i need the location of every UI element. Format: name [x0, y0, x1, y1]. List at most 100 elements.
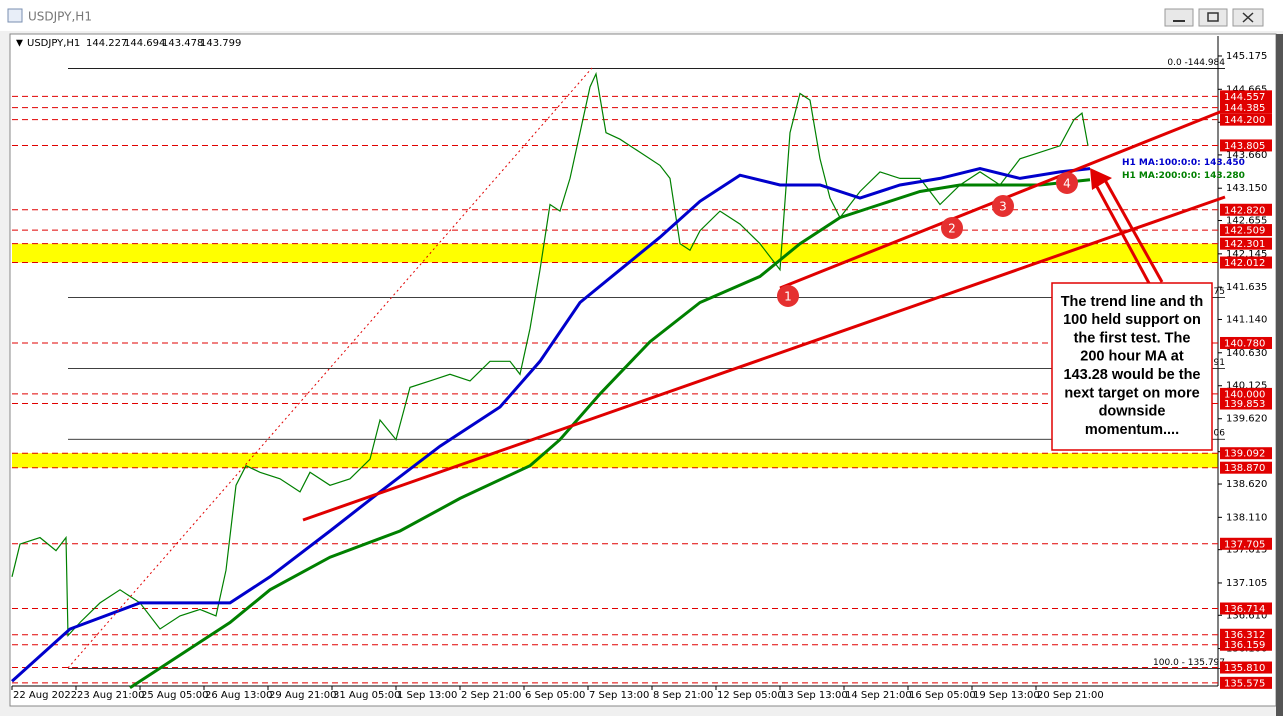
level-label: 142.509 [1224, 226, 1265, 237]
header-arrow: ▼ [16, 39, 23, 49]
fib-label: 75 [1214, 287, 1225, 297]
x-tick-label: 6 Sep 05:00 [525, 690, 585, 701]
x-tick-label: 12 Sep 05:00 [717, 690, 784, 701]
level-label: 139.853 [1224, 399, 1265, 410]
level-label: 142.012 [1224, 258, 1265, 269]
x-tick-label: 7 Sep 13:00 [589, 690, 649, 701]
window-title: USDJPY,H1 [28, 10, 92, 24]
level-label: 136.714 [1224, 604, 1265, 615]
level-label: 140.000 [1224, 389, 1265, 400]
restore-icon [1207, 12, 1219, 22]
annotation-box [1051, 282, 1213, 451]
y-tick-label: 137.615 [1226, 545, 1267, 556]
y-tick-label: 137.105 [1226, 578, 1267, 589]
level-label: 136.159 [1224, 640, 1265, 651]
marker-circle [1056, 172, 1078, 194]
level-label-bg [1220, 537, 1272, 550]
level-label-bg [1220, 661, 1272, 674]
arrow-head [1090, 168, 1112, 190]
level-label: 142.301 [1224, 239, 1265, 250]
level-label-bg [1220, 237, 1272, 250]
scrollbar [1276, 34, 1283, 716]
level-label: 143.805 [1224, 141, 1265, 152]
level-label-bg [1220, 676, 1272, 689]
price-line [11, 71, 1089, 638]
y-tick-label: 141.635 [1226, 282, 1267, 293]
level-label: 140.780 [1224, 338, 1265, 349]
marker-circle [777, 285, 799, 307]
marker: 1 2 3 4 [777, 172, 1078, 307]
x-tick-label: 1 Sep 13:00 [397, 690, 457, 701]
fib-label: 100.0 - 135.797 [1153, 658, 1225, 668]
fib-label: 91 [1214, 358, 1225, 368]
support-zone [12, 453, 1218, 468]
y-tick-label: 140.630 [1226, 348, 1267, 359]
trend-line [302, 195, 1226, 522]
level-label: 135.810 [1224, 663, 1265, 674]
marker-circle [941, 217, 963, 239]
level-label-bg [1220, 602, 1272, 615]
y-tick-label: 144.665 [1226, 84, 1267, 95]
level-label-bg [1220, 461, 1272, 474]
annotation-line: downside [1099, 404, 1166, 420]
annotation: The trend line and th 100 held support on… [1061, 294, 1204, 438]
level-label-bg [1220, 101, 1272, 114]
x-tick-label: 29 Aug 21:00 [269, 690, 336, 701]
marker-circle [992, 195, 1014, 217]
level-label: 138.870 [1224, 463, 1265, 474]
level-label: 137.705 [1224, 539, 1265, 550]
minimize-button[interactable] [1164, 8, 1194, 27]
marker-label: 3 [999, 200, 1007, 214]
ma-line [129, 178, 1091, 690]
x-tick-label: 16 Sep 05:00 [909, 690, 976, 701]
arrow-line [1103, 179, 1164, 283]
plot: 145.175144.665144.160143.660143.150142.6… [10, 36, 1272, 701]
y-tick-label: 142.145 [1226, 249, 1267, 260]
ohlc-value: 144.694 [124, 38, 165, 49]
marker-label: 1 [784, 290, 792, 304]
y-tick-label: 139.620 [1226, 414, 1267, 425]
x-tick-label: 8 Sep 21:00 [653, 690, 713, 701]
y-tick-label: 143.150 [1226, 183, 1267, 194]
fib-label: 06 [1214, 429, 1226, 439]
x-tick-label: 13 Sep 13:00 [781, 690, 848, 701]
annotation-line: 100 held support on [1063, 312, 1201, 328]
level-label: 139.092 [1224, 449, 1265, 460]
level-label: 135.575 [1224, 678, 1265, 689]
fib-label: 0.0 -144.984 [1167, 58, 1225, 68]
level-label-bg [1220, 90, 1272, 103]
annotation-line: momentum.... [1085, 422, 1179, 438]
restore-button[interactable] [1198, 8, 1228, 27]
y-tick-label: 138.110 [1226, 512, 1267, 523]
x-tick-label: 20 Sep 21:00 [1037, 690, 1104, 701]
x-tick-label: 2 Sep 21:00 [461, 690, 521, 701]
marker-label: 4 [1063, 177, 1071, 191]
level-label-bg [1220, 387, 1272, 400]
ma-label: H1 MA:100:0:0: 143.450 [1122, 158, 1245, 168]
y-tick-label: 140.125 [1226, 381, 1267, 392]
x-tick-label: 14 Sep 21:00 [845, 690, 912, 701]
level-label: 144.385 [1224, 103, 1265, 114]
level-label-bg [1220, 256, 1272, 269]
level-label-bg [1220, 638, 1272, 651]
x-tick-label: 23 Aug 21:00 [77, 690, 144, 701]
x-tick-label: 26 Aug 13:00 [205, 690, 272, 701]
callout-arrow [1090, 168, 1164, 286]
y-tick-label: 141.140 [1226, 314, 1267, 325]
level-label-bg [1220, 203, 1272, 216]
annotation-line: 143.28 would be the [1064, 367, 1201, 383]
level-label-bg [1220, 397, 1272, 410]
ohlc-value: 143.478 [162, 38, 203, 49]
y-tick-label: 142.655 [1226, 216, 1267, 227]
ma-line [10, 167, 1091, 683]
x-tick-label: 25 Aug 05:00 [141, 690, 208, 701]
y-tick-label: 136.610 [1226, 610, 1267, 621]
arrow-line [1094, 184, 1152, 286]
level-label-bg [1220, 447, 1272, 460]
level-label: 142.820 [1224, 205, 1265, 216]
x-tick-label: 31 Aug 05:00 [333, 690, 400, 701]
level-label: 144.557 [1224, 92, 1265, 103]
marker-label: 2 [948, 222, 956, 236]
